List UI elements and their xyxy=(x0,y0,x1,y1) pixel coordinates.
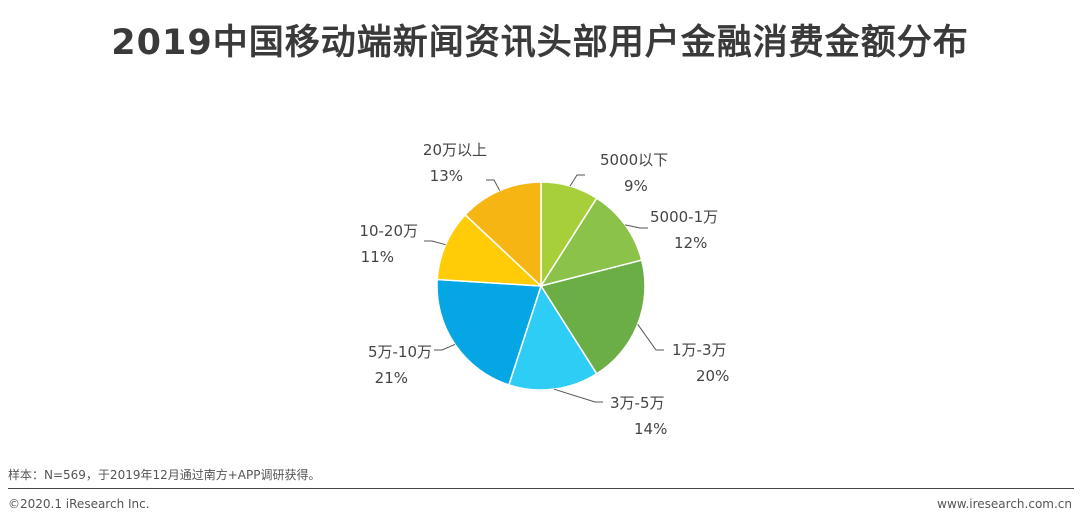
leader-line-2 xyxy=(625,224,648,229)
website-link[interactable]: www.iresearch.com.cn xyxy=(937,497,1072,511)
slice-value-7: 13% xyxy=(430,167,463,185)
copyright-text: ©2020.1 iResearch Inc. xyxy=(8,497,150,511)
leader-line-5 xyxy=(434,343,456,351)
slice-value-4: 14% xyxy=(634,420,667,438)
sample-note: 样本：N=569，于2019年12月通过南方+APP调研获得。 xyxy=(8,468,321,482)
slice-label-5: 5万-10万 xyxy=(368,343,432,361)
slice-label-3: 1万-3万 xyxy=(672,341,727,359)
leader-line-4 xyxy=(553,388,603,403)
leader-line-7 xyxy=(486,179,501,191)
chart-title: 2019中国移动端新闻资讯头部用户金融消费金额分布 xyxy=(111,23,969,63)
pie-slice-4 xyxy=(507,284,598,391)
slice-value-5: 21% xyxy=(375,369,408,387)
leader-line-3 xyxy=(637,323,664,351)
footer-divider xyxy=(8,488,1074,489)
slice-label-1: 5000以下 xyxy=(600,151,668,169)
slice-label-4: 3万-5万 xyxy=(610,394,665,412)
slice-value-2: 12% xyxy=(674,234,707,252)
slice-value-6: 11% xyxy=(361,248,394,266)
slice-value-3: 20% xyxy=(696,367,729,385)
pie-slice-5 xyxy=(436,278,543,386)
leader-line-6 xyxy=(424,240,446,246)
pie-slice-6 xyxy=(436,213,544,287)
slice-label-6: 10-20万 xyxy=(359,222,418,240)
slice-label-2: 5000-1万 xyxy=(650,208,718,226)
slice-value-1: 9% xyxy=(624,177,648,195)
slice-label-7: 20万以上 xyxy=(423,141,487,159)
leader-line-1 xyxy=(569,174,585,187)
